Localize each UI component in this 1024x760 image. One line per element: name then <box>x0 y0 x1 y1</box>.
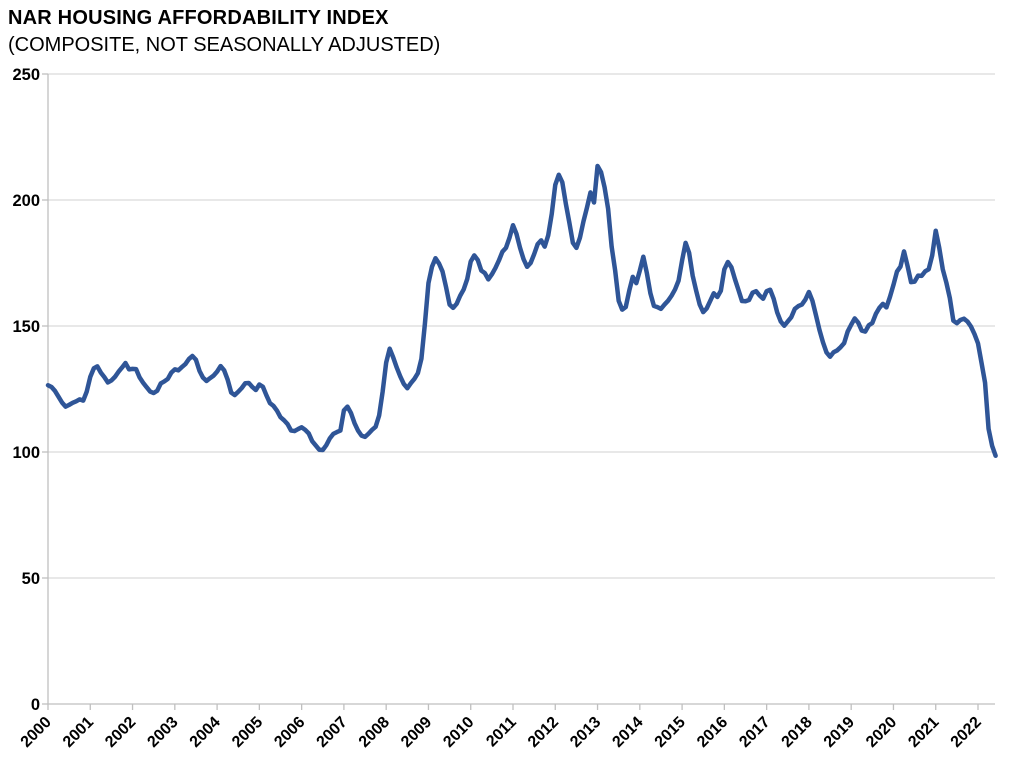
x-tick-label: 2009 <box>398 714 435 751</box>
chart-subtitle: (COMPOSITE, NOT SEASONALLY ADJUSTED) <box>8 34 441 56</box>
affordability-index-line <box>45 163 998 459</box>
x-tick-label: 2010 <box>440 714 477 751</box>
x-tick-label: 2002 <box>102 714 139 751</box>
x-tick-label: 2011 <box>483 714 520 751</box>
y-tick-label: 50 <box>22 570 40 588</box>
x-tick-label: 2019 <box>821 714 858 751</box>
x-tick-label: 2020 <box>863 714 900 751</box>
x-tick-label: 2003 <box>144 714 181 751</box>
x-tick-label: 2013 <box>567 714 604 751</box>
x-tick-label: 2015 <box>652 714 689 751</box>
y-tick-label: 200 <box>12 192 40 210</box>
x-tick-label: 2001 <box>60 714 97 751</box>
x-tick-label: 2022 <box>948 714 985 751</box>
x-tick-label: 2006 <box>271 714 308 751</box>
x-tick-label: 2014 <box>609 714 646 751</box>
x-tick-label: 2005 <box>229 714 266 751</box>
chart-title: NAR HOUSING AFFORDABILITY INDEX <box>8 7 389 29</box>
y-tick-label: 250 <box>12 66 40 84</box>
x-tick-label: 2021 <box>905 714 942 751</box>
x-tick-label: 2012 <box>525 714 562 751</box>
chart-header: NAR HOUSING AFFORDABILITY INDEX (COMPOSI… <box>8 5 440 58</box>
x-tick-label: 2017 <box>736 714 773 751</box>
y-tick-label: 150 <box>12 318 40 336</box>
x-tick-label: 2016 <box>694 714 731 751</box>
x-tick-label: 2007 <box>314 714 351 751</box>
x-tick-label: 2008 <box>356 714 393 751</box>
x-tick-label: 2000 <box>18 714 55 751</box>
y-tick-label: 100 <box>12 444 40 462</box>
x-tick-label: 2018 <box>779 714 816 751</box>
y-tick-label: 0 <box>31 696 40 714</box>
x-tick-label: 2004 <box>187 714 224 751</box>
